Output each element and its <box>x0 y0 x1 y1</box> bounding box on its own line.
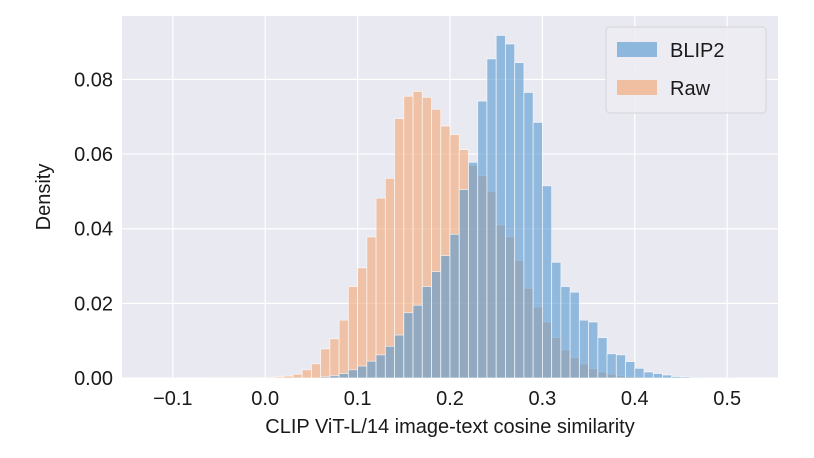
raw-bar-7 <box>301 369 312 379</box>
blip2-bar-8 <box>394 334 405 379</box>
y-axis-title: Density <box>33 164 55 231</box>
legend: BLIP2 Raw <box>605 26 767 114</box>
x-tick-label: −0.1 <box>153 388 192 410</box>
y-tick-label: 0.06 <box>74 144 113 166</box>
blip2-bar-4 <box>357 365 368 379</box>
blip2-bar-10 <box>412 304 423 379</box>
blip2-bar-20 <box>505 43 516 379</box>
blip2-bar-28 <box>578 319 589 379</box>
y-tick-label: 0.04 <box>74 219 113 241</box>
blip2-bar-21 <box>514 62 525 379</box>
blip2-bar-16 <box>468 161 479 379</box>
raw-bar-11 <box>338 319 349 379</box>
raw-bar-3 <box>264 376 275 379</box>
x-axis-ticks: −0.1 0.0 0.1 0.2 0.3 0.4 0.5 <box>153 388 741 410</box>
blip2-bar-39 <box>680 376 691 379</box>
blip2-bar-29 <box>588 321 599 379</box>
raw-bar-12 <box>347 286 359 379</box>
blip2-bar-9 <box>403 312 414 379</box>
blip2-bar-30 <box>597 337 608 379</box>
blip2-bar-12 <box>431 271 442 379</box>
blip2-bar-27 <box>569 291 580 379</box>
blip2-series-bars <box>320 35 737 379</box>
blip2-bar-19 <box>495 35 506 379</box>
raw-bar-13 <box>357 267 368 379</box>
blip2-bar-15 <box>458 189 469 379</box>
legend-swatch-blip2 <box>617 42 657 57</box>
blip2-bar-6 <box>375 354 386 379</box>
legend-label-blip2: BLIP2 <box>670 40 724 62</box>
x-axis-title: CLIP ViT-L/14 image-text cosine similari… <box>265 416 634 438</box>
blip2-bar-26 <box>560 286 571 379</box>
y-tick-label: 0.02 <box>74 293 113 315</box>
blip2-bar-5 <box>366 360 377 379</box>
blip2-bar-36 <box>652 373 663 379</box>
raw-bar-10 <box>329 338 340 379</box>
raw-bar-5 <box>283 375 294 379</box>
blip2-bar-17 <box>477 100 488 379</box>
raw-bar-8 <box>311 363 322 379</box>
blip2-bar-3 <box>347 369 359 379</box>
blip2-bar-40 <box>689 376 700 379</box>
raw-bar-6 <box>292 373 303 379</box>
x-tick-label: 0.1 <box>344 388 372 410</box>
blip2-bar-35 <box>643 371 654 379</box>
blip2-bar-13 <box>440 255 451 379</box>
x-tick-label: 0.4 <box>621 388 649 410</box>
blip2-bar-1 <box>329 375 340 379</box>
blip2-bar-7 <box>384 345 395 379</box>
y-tick-label: 0.08 <box>74 69 113 91</box>
blip2-bar-34 <box>634 367 645 379</box>
x-tick-label: 0.5 <box>713 388 741 410</box>
blip2-bar-25 <box>551 261 562 379</box>
blip2-bar-37 <box>662 374 673 379</box>
y-axis-ticks: 0.00 0.02 0.04 0.06 0.08 <box>74 69 113 390</box>
blip2-bar-22 <box>523 92 534 379</box>
blip2-bar-18 <box>486 58 497 379</box>
blip2-bar-24 <box>541 185 553 379</box>
blip2-bar-31 <box>606 353 617 379</box>
blip2-bar-38 <box>671 376 682 379</box>
x-tick-label: 0.3 <box>528 388 556 410</box>
y-tick-label: 0.00 <box>74 368 113 390</box>
raw-bar-15 <box>375 197 386 379</box>
blip2-bar-11 <box>421 286 432 379</box>
raw-bar-9 <box>320 348 331 379</box>
x-tick-label: 0.2 <box>436 388 464 410</box>
raw-bar-4 <box>274 376 285 379</box>
blip2-bar-32 <box>615 354 626 379</box>
x-tick-label: 0.0 <box>251 388 279 410</box>
blip2-bar-23 <box>532 121 543 379</box>
raw-bar-14 <box>366 236 377 379</box>
legend-label-raw: Raw <box>670 78 711 100</box>
legend-swatch-raw <box>617 80 657 95</box>
blip2-bar-2 <box>338 373 349 379</box>
blip2-bar-14 <box>449 233 460 379</box>
blip2-bar-33 <box>625 361 636 379</box>
blip2-bar-0 <box>320 376 331 379</box>
